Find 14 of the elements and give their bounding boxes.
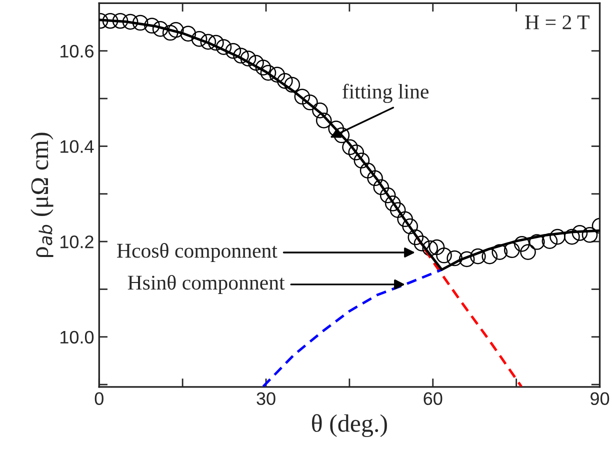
- y-tick-label: 10.0: [60, 330, 94, 344]
- x-tick-label: 30: [256, 392, 276, 406]
- x-axis-title: θ (deg.): [312, 414, 387, 438]
- x-tick-label: 90: [590, 392, 610, 406]
- y-tick-label: 10.4: [60, 140, 94, 153]
- annotation: Hsinθ componnent: [128, 274, 285, 294]
- x-tick-label: 0: [94, 392, 104, 406]
- annotation: Hcosθ componnent: [117, 243, 278, 262]
- annotation: H = 2 T: [525, 15, 590, 30]
- y-axis-title: ρ$_{ab}$ (μΩ cm): [30, 132, 54, 257]
- annotation: fitting line: [342, 84, 429, 103]
- x-tick-label: 60: [424, 392, 442, 406]
- y-tick-label: 10.2: [60, 235, 94, 248]
- y-tick-label: 10.6: [60, 44, 94, 58]
